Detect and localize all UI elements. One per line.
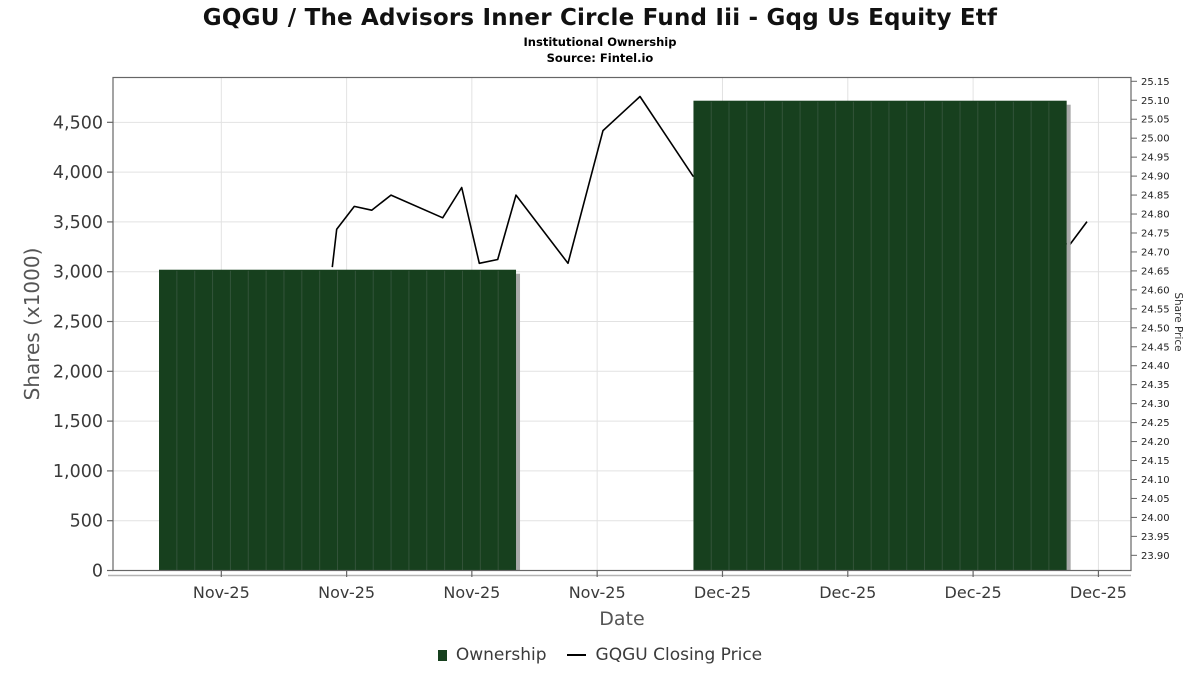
svg-text:2,500: 2,500 — [53, 313, 103, 333]
svg-text:24.40: 24.40 — [1141, 361, 1170, 372]
svg-text:24.30: 24.30 — [1141, 399, 1170, 410]
svg-text:24.55: 24.55 — [1141, 304, 1170, 315]
svg-text:Dec-25: Dec-25 — [819, 583, 876, 602]
svg-text:24.95: 24.95 — [1141, 153, 1170, 164]
x-axis: Nov-25 Nov-25 Nov-25 Nov-25 Dec-25 Dec-25 Dec-… — [193, 570, 1127, 602]
price-line-icon — [566, 653, 586, 657]
svg-text:24.70: 24.70 — [1141, 247, 1170, 258]
svg-text:24.05: 24.05 — [1141, 494, 1170, 505]
svg-text:24.90: 24.90 — [1141, 172, 1170, 183]
legend: Ownership GQGU Closing Price — [0, 645, 1200, 665]
svg-text:23.90: 23.90 — [1141, 551, 1170, 562]
svg-text:3,000: 3,000 — [53, 263, 103, 283]
svg-text:24.15: 24.15 — [1141, 456, 1170, 467]
svg-text:23.95: 23.95 — [1141, 532, 1170, 543]
svg-text:Nov-25: Nov-25 — [443, 583, 500, 602]
svg-text:1,000: 1,000 — [53, 462, 103, 482]
svg-text:Dec-25: Dec-25 — [1070, 583, 1127, 602]
svg-text:25.15: 25.15 — [1141, 77, 1170, 88]
svg-text:24.10: 24.10 — [1141, 475, 1170, 486]
svg-text:4,500: 4,500 — [53, 113, 103, 133]
svg-text:Nov-25: Nov-25 — [569, 583, 626, 602]
svg-text:24.25: 24.25 — [1141, 418, 1170, 429]
svg-text:3,500: 3,500 — [53, 213, 103, 233]
svg-text:25.00: 25.00 — [1141, 134, 1170, 145]
svg-text:25.05: 25.05 — [1141, 115, 1170, 126]
svg-text:Dec-25: Dec-25 — [694, 583, 751, 602]
plot-frame — [112, 76, 1132, 572]
svg-text:24.00: 24.00 — [1141, 513, 1170, 524]
legend-price-label: GQGU Closing Price — [595, 645, 763, 665]
ownership-swatch-icon — [437, 649, 447, 661]
right-axis: 23.90 23.95 24.00 24.05 24.10 24.15 24.20 24.25… — [1131, 77, 1170, 562]
svg-text:2,000: 2,000 — [53, 362, 103, 382]
svg-text:24.80: 24.80 — [1141, 210, 1170, 221]
svg-text:24.50: 24.50 — [1141, 323, 1170, 334]
legend-ownership-label: Ownership — [455, 645, 547, 665]
svg-text:24.65: 24.65 — [1141, 266, 1170, 277]
svg-text:25.10: 25.10 — [1141, 96, 1170, 107]
bar-shadow — [1066, 104, 1071, 571]
x-axis-title: Date — [599, 608, 645, 630]
price-line — [331, 95, 1088, 268]
ownership-bar — [693, 100, 1067, 571]
chart-source: Source: Fintel.io — [546, 51, 654, 65]
svg-text:Nov-25: Nov-25 — [318, 583, 375, 602]
left-axis: 0 500 1,000 1,500 2,000 2,500 3,000 3,500 4,000 4… — [53, 113, 113, 582]
chart-title: GQGU / The Advisors Inner Circle Fund Ii… — [202, 5, 998, 31]
svg-text:24.85: 24.85 — [1141, 191, 1170, 202]
chart-subtitle: Institutional Ownership — [523, 35, 677, 49]
ownership-bars — [159, 100, 1071, 571]
svg-text:4,000: 4,000 — [53, 163, 103, 183]
bar-shadow — [516, 273, 521, 571]
svg-text:24.45: 24.45 — [1141, 342, 1170, 353]
svg-text:24.20: 24.20 — [1141, 437, 1170, 448]
svg-text:0: 0 — [92, 562, 103, 582]
svg-text:24.75: 24.75 — [1141, 228, 1170, 239]
svg-text:24.35: 24.35 — [1141, 380, 1170, 391]
svg-text:Nov-25: Nov-25 — [193, 583, 250, 602]
svg-text:500: 500 — [70, 512, 103, 532]
svg-text:1,500: 1,500 — [53, 412, 103, 432]
svg-text:24.60: 24.60 — [1141, 285, 1170, 296]
svg-text:Dec-25: Dec-25 — [945, 583, 1002, 602]
